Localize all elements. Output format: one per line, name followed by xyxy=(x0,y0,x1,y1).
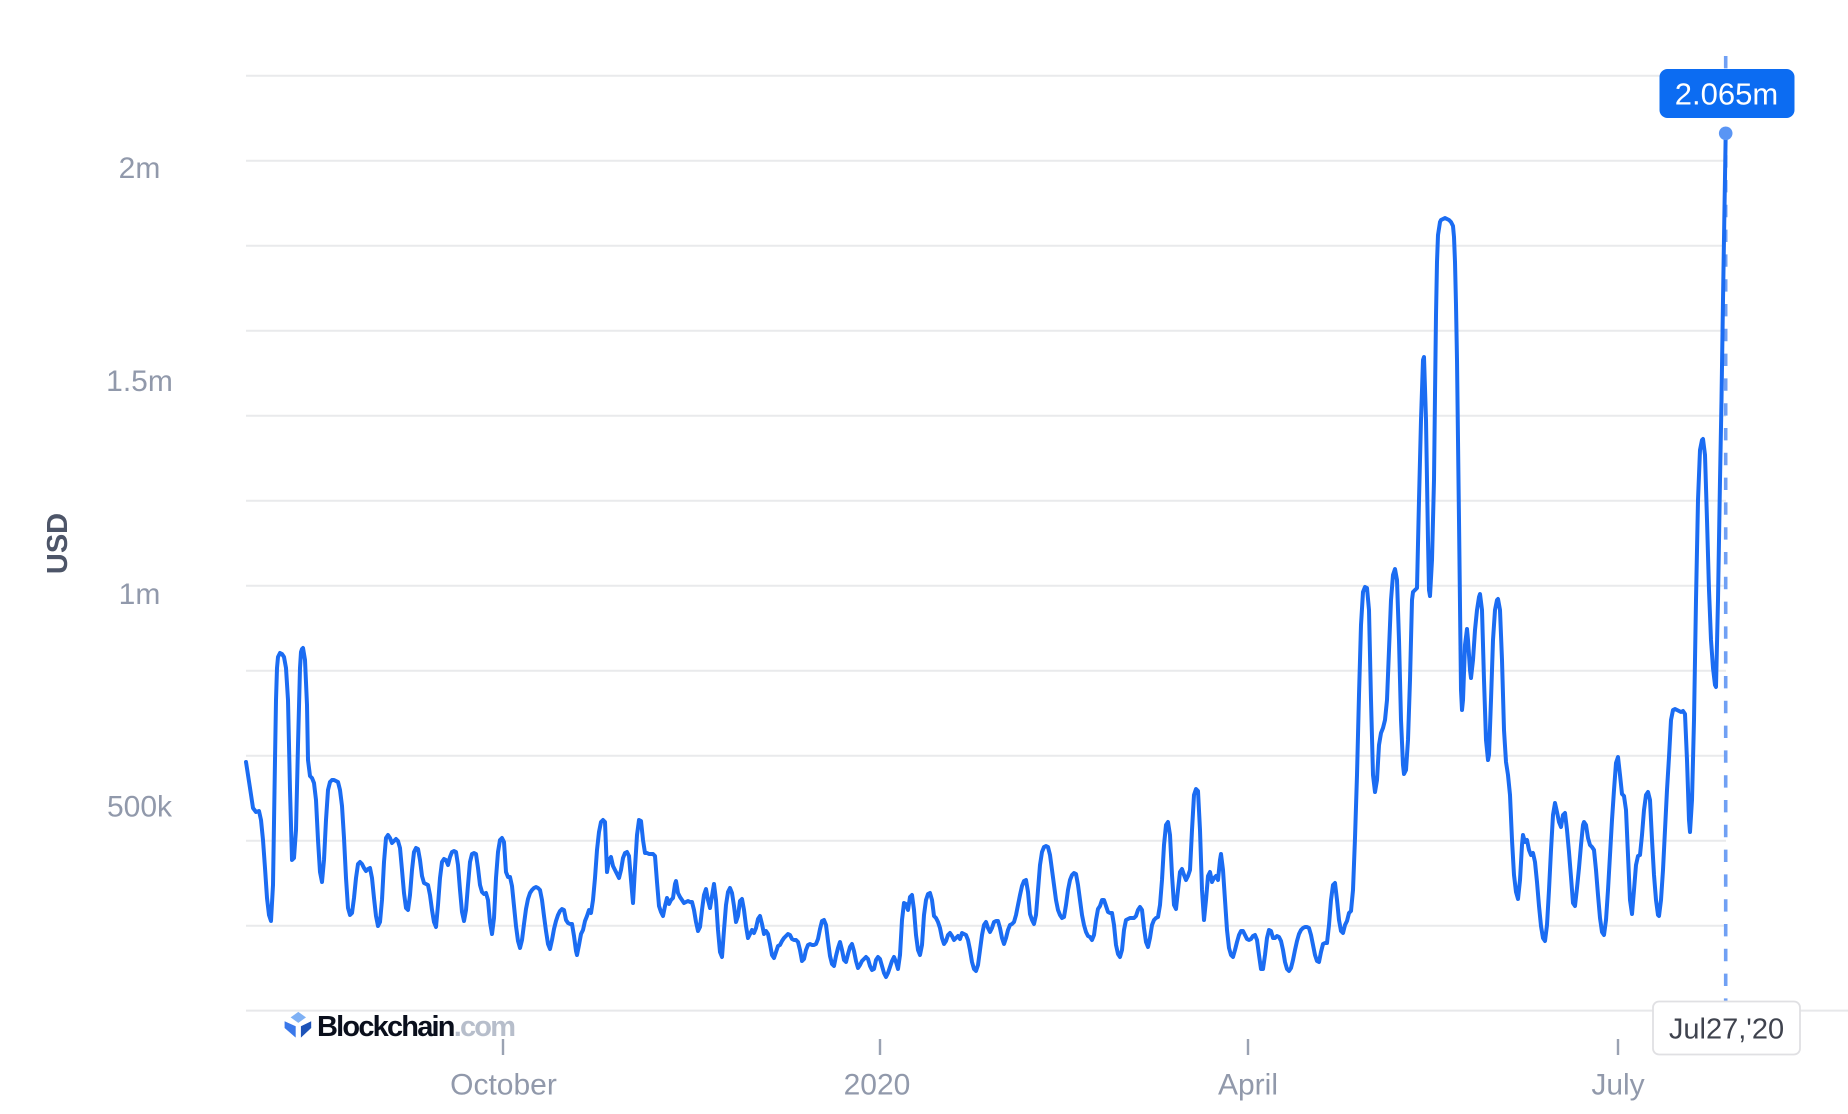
svg-text:July: July xyxy=(1591,1069,1644,1102)
svg-text:2.065m: 2.065m xyxy=(1675,77,1778,112)
svg-text:Blockchain.com: Blockchain.com xyxy=(317,1011,514,1043)
svg-text:USD: USD xyxy=(42,513,74,574)
svg-text:October: October xyxy=(450,1069,557,1102)
svg-text:2m: 2m xyxy=(119,152,161,185)
svg-text:April: April xyxy=(1218,1069,1278,1102)
svg-text:1m: 1m xyxy=(119,578,161,611)
svg-text:500k: 500k xyxy=(107,791,173,824)
svg-text:Jul27,'20: Jul27,'20 xyxy=(1669,1014,1784,1046)
svg-text:2020: 2020 xyxy=(844,1069,911,1102)
svg-text:1.5m: 1.5m xyxy=(106,365,173,398)
